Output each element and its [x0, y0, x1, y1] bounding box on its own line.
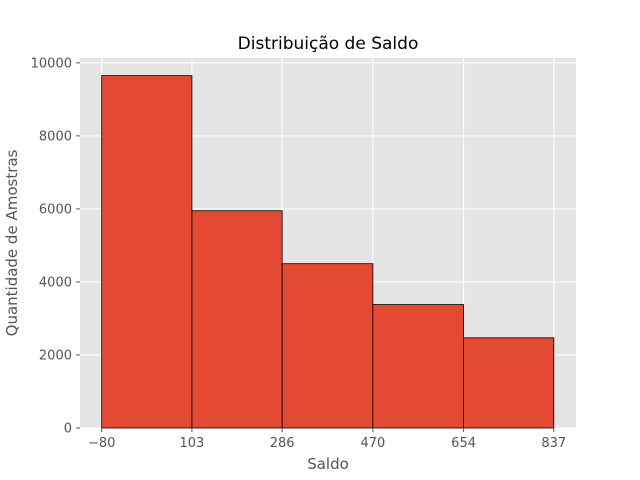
x-tick-label-5: 837: [541, 436, 566, 451]
x-tick-label-4: 654: [451, 436, 476, 451]
histogram-bar-4: [463, 337, 555, 429]
histogram-bar-1: [191, 210, 283, 429]
y-tick-label-1: 2000: [39, 348, 72, 363]
chart-title: Distribuição de Saldo: [238, 34, 419, 54]
histogram-bar-2: [281, 263, 374, 429]
y-tick-label-5: 10000: [31, 56, 72, 71]
histogram-bar-3: [372, 304, 464, 429]
y-axis-ticks: 0 2000 4000 6000 8000 10000: [31, 56, 80, 437]
x-tick-label-3: 470: [360, 436, 385, 451]
y-tick-label-4: 8000: [39, 129, 72, 144]
histogram-bars: [101, 75, 555, 429]
y-tick-label-2: 4000: [39, 275, 72, 290]
y-tick-label-3: 6000: [39, 202, 72, 217]
x-tick-label-2: 286: [270, 436, 295, 451]
y-tick-label-0: 0: [64, 422, 72, 437]
x-axis-label: Saldo: [307, 455, 349, 473]
histogram-bar-0: [101, 75, 193, 429]
x-tick-label-1: 103: [180, 436, 205, 451]
x-tick-label-0: −80: [88, 436, 115, 451]
x-axis-ticks: −80 103 286 470 654 837: [88, 428, 566, 451]
y-axis-label: Quantidade de Amostras: [3, 149, 21, 336]
